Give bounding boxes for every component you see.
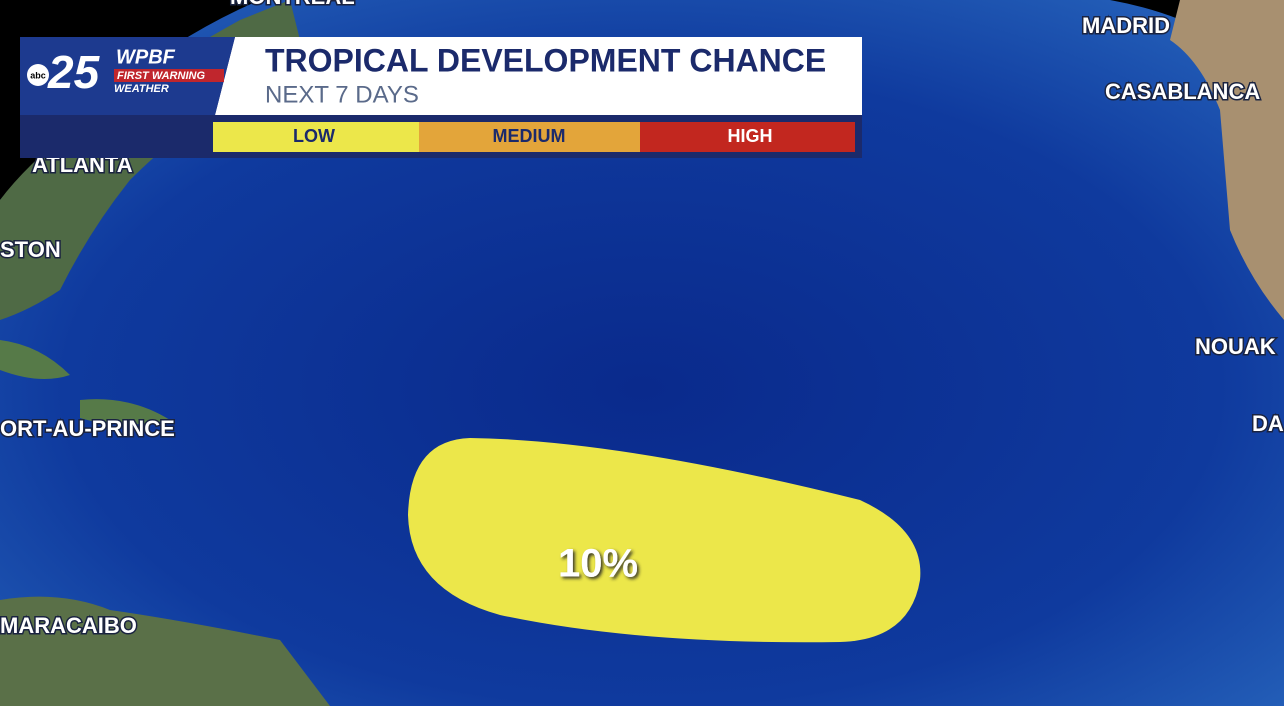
title: TROPICAL DEVELOPMENT CHANCE xyxy=(265,42,826,78)
header-panel xyxy=(215,37,862,115)
city-label: MARACAIBO xyxy=(0,613,137,638)
legend-medium xyxy=(419,122,640,152)
legend-high xyxy=(640,122,855,152)
city-label: NOUAK xyxy=(1195,334,1276,359)
city-label: STON xyxy=(0,237,61,262)
subtitle: NEXT 7 DAYS xyxy=(265,81,419,108)
development-area xyxy=(408,438,921,643)
logo-network: abc xyxy=(30,70,46,80)
legend-label: HIGH xyxy=(728,126,773,146)
legend-label: MEDIUM xyxy=(493,126,566,146)
legend-low xyxy=(213,122,419,152)
area-label: 10% xyxy=(558,542,638,586)
legend-label: LOW xyxy=(293,126,335,146)
city-label: CASABLANCA xyxy=(1105,79,1260,104)
city-label: DA xyxy=(1252,411,1284,436)
south-america xyxy=(0,596,330,706)
logo-channel: 25 xyxy=(47,46,101,98)
logo-subline: WEATHER xyxy=(114,83,169,95)
abc-badge xyxy=(27,64,49,86)
africa xyxy=(1170,0,1284,320)
city-label: MONTREAL xyxy=(230,0,355,9)
logo-station: WPBF xyxy=(116,46,176,68)
logo-tagline: FIRST WARNING xyxy=(117,70,205,82)
hispaniola xyxy=(80,399,170,425)
cuba xyxy=(0,340,70,379)
city-label: MADRID xyxy=(1082,13,1170,38)
city-label: ORT-AU-PRINCE xyxy=(0,416,175,441)
logo-stripe xyxy=(114,69,224,82)
